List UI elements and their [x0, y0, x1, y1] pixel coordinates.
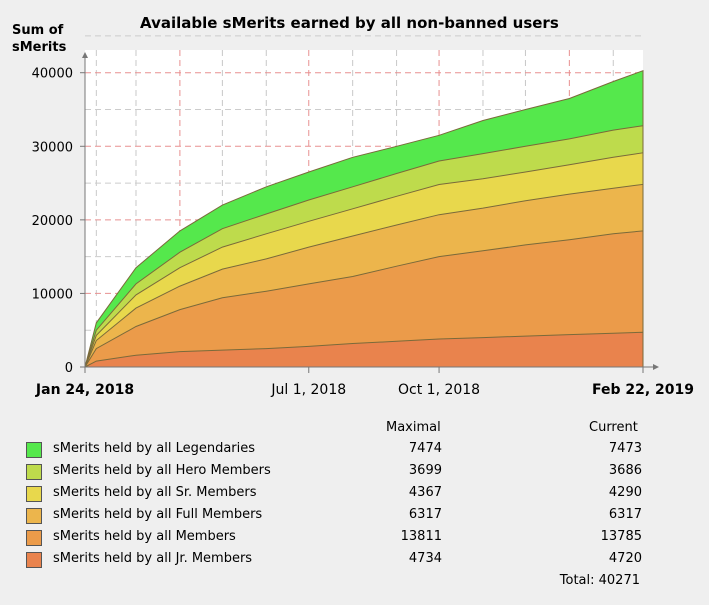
y-axis-arrow — [82, 52, 88, 58]
x-tick-label: Oct 1, 2018 — [398, 382, 481, 398]
y-tick-label: 30000 — [32, 140, 73, 155]
legend-swatch — [26, 552, 42, 568]
chart-title: Available sMerits earned by all non-bann… — [140, 14, 559, 32]
legend-item-current: 13785 — [600, 529, 642, 544]
legend-item-current: 6317 — [608, 507, 642, 522]
legend-item-name: sMerits held by all Hero Members — [53, 463, 271, 478]
legend-item: sMerits held by all Sr. Members 4367 4290 — [26, 484, 656, 504]
legend-item: sMerits held by all Full Members 6317 6317 — [26, 506, 656, 526]
legend-item: sMerits held by all Hero Members 3699 3686 — [26, 462, 656, 482]
legend-item-max: 4734 — [408, 551, 442, 566]
x-tick-label: Jul 1, 2018 — [271, 382, 347, 398]
legend-swatch — [26, 486, 42, 502]
legend-item-max: 3699 — [408, 463, 442, 478]
x-tick-label: Feb 22, 2019 — [591, 382, 695, 398]
legend-item-max: 13811 — [400, 529, 442, 544]
legend-swatch — [26, 442, 42, 458]
legend-header-max: Maximal — [386, 420, 441, 435]
legend-item-name: sMerits held by all Sr. Members — [53, 485, 257, 500]
legend-item-current: 4290 — [608, 485, 642, 500]
legend-item-max: 4367 — [408, 485, 442, 500]
y-axis-label-line1: Sum of — [12, 23, 64, 38]
legend-item: sMerits held by all Legendaries 7474 7473 — [26, 440, 656, 460]
legend-total: Total: 40271 — [559, 573, 640, 588]
y-axis-label-line2: sMerits — [12, 40, 67, 55]
y-tick-label: 40000 — [32, 67, 73, 82]
legend-item-name: sMerits held by all Full Members — [53, 507, 263, 522]
legend-item-name: sMerits held by all Members — [53, 529, 236, 544]
area-series — [84, 230, 644, 368]
legend-item: sMerits held by all Jr. Members 4734 4720 — [26, 550, 656, 570]
y-tick-label: 10000 — [32, 287, 73, 302]
legend-swatch — [26, 530, 42, 546]
legend-header-current: Current — [589, 420, 638, 435]
legend-item-current: 7473 — [608, 441, 642, 456]
legend-item-max: 6317 — [408, 507, 442, 522]
legend-item-current: 4720 — [608, 551, 642, 566]
y-tick-label: 0 — [65, 361, 73, 376]
legend-item-max: 7474 — [408, 441, 442, 456]
x-tick-label: Jan 24, 2018 — [35, 382, 135, 398]
chart-plot: 0 10000 20000 30000 40000 — [32, 35, 659, 376]
legend-item-name: sMerits held by all Legendaries — [53, 441, 256, 456]
legend-swatch — [26, 508, 42, 524]
x-axis-arrow — [653, 364, 659, 370]
legend-swatch — [26, 464, 42, 480]
legend-item-name: sMerits held by all Jr. Members — [53, 551, 253, 566]
y-axis-label: Sum of sMerits — [12, 22, 66, 56]
legend-item-current: 3686 — [608, 463, 642, 478]
area-series — [84, 331, 644, 368]
y-tick-label: 20000 — [32, 214, 73, 229]
legend-item: sMerits held by all Members 13811 13785 — [26, 528, 656, 548]
